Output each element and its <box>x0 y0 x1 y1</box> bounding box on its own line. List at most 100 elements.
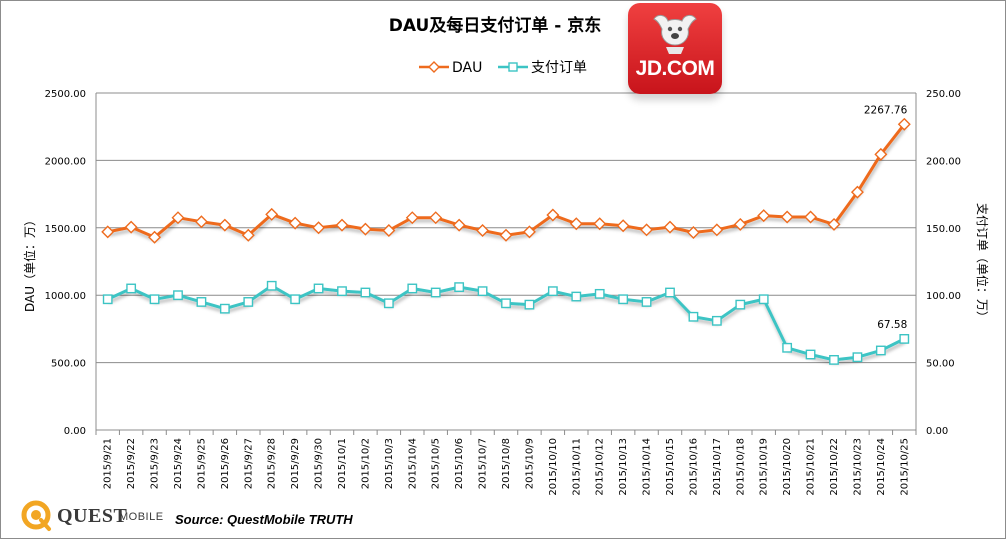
x-tick-label: 2015/10/6 <box>454 438 465 489</box>
x-tick-label: 2015/9/29 <box>290 438 301 489</box>
data-label: 2267.76 <box>864 104 908 116</box>
x-tick-label: 2015/10/12 <box>595 438 606 496</box>
series-1-point <box>477 286 488 297</box>
series-1-point <box>711 315 722 326</box>
x-tick-label: 2015/10/8 <box>501 438 512 489</box>
series-0-point <box>874 147 888 161</box>
jd-logo: JD.COM <box>628 3 722 94</box>
x-tick-label: 2015/9/22 <box>126 438 137 489</box>
y-tick-label: 2000.00 <box>45 156 86 167</box>
x-tick-label: 2015/10/5 <box>431 438 442 489</box>
series-1-point <box>126 283 137 294</box>
series-1-point <box>196 297 207 307</box>
series-1-point <box>219 303 230 314</box>
series-1-point <box>875 345 886 356</box>
series-0-point <box>171 211 185 225</box>
series-0-point <box>218 218 232 232</box>
series-0-point <box>476 224 490 237</box>
data-label: 67.58 <box>877 319 907 331</box>
series-1-point <box>665 287 675 298</box>
series-1-point <box>547 286 558 297</box>
x-tick-label: 2015/9/27 <box>243 438 254 489</box>
series-1-point <box>243 297 254 307</box>
x-tick-label: 2015/9/21 <box>103 438 114 489</box>
x-tick-label: 2015/9/23 <box>150 438 161 489</box>
x-tick-label: 2015/10/15 <box>665 438 676 496</box>
series-0-point <box>194 215 208 229</box>
y-axis-label: DAU（单位：万） <box>22 214 37 312</box>
x-tick-label: 2015/9/26 <box>220 438 231 489</box>
series-0-point <box>733 217 747 231</box>
series-1-point <box>618 294 629 305</box>
series-0-point <box>124 220 138 234</box>
series-0-point <box>640 223 654 237</box>
legend-label-0: DAU <box>452 60 482 76</box>
series-0-point <box>522 225 536 239</box>
x-tick-label: 2015/10/4 <box>407 438 418 489</box>
x-tick-label: 2015/10/10 <box>548 438 559 496</box>
questmobile-q-icon <box>21 500 51 531</box>
series-0-point <box>663 220 677 234</box>
x-tick-label: 2015/10/7 <box>478 438 489 489</box>
series-1-point <box>805 349 816 360</box>
series-1-point <box>501 298 511 309</box>
series-1-point <box>758 294 769 305</box>
series-1-point <box>383 298 394 309</box>
series-1-point <box>594 288 605 299</box>
y-tick-label: 0.00 <box>64 426 86 437</box>
series-0-point <box>499 228 513 242</box>
series-0-point <box>429 211 443 225</box>
x-tick-label: 2015/9/25 <box>196 438 207 489</box>
x-tick-label: 2015/10/3 <box>384 438 395 489</box>
series-0-point <box>101 225 115 239</box>
x-tick-label: 2015/10/14 <box>642 438 653 496</box>
series-0-point <box>827 217 841 231</box>
questmobile-watermark: QUEST MOBILE <box>19 498 169 532</box>
y-tick-label: 500.00 <box>51 359 86 370</box>
series-1-point <box>524 299 535 310</box>
series-1-point <box>735 299 746 310</box>
series-1-point <box>102 294 113 305</box>
x-tick-label: 2015/10/2 <box>360 438 371 489</box>
series-1-point <box>360 287 371 298</box>
x-tick-label: 2015/9/28 <box>267 438 278 489</box>
y-tick-label: 1500.00 <box>45 224 86 235</box>
x-tick-label: 2015/10/25 <box>899 438 910 496</box>
series-0-point <box>241 228 255 242</box>
series-0-point <box>148 230 162 244</box>
x-tick-label: 2015/10/22 <box>829 438 840 496</box>
series-1-point <box>641 297 652 307</box>
x-tick-label: 2015/10/18 <box>735 438 746 496</box>
series-0-point <box>710 223 724 237</box>
series-1-point <box>313 283 324 294</box>
series-0-point <box>757 209 771 223</box>
series-0-point <box>452 218 466 232</box>
series-0-point <box>405 211 419 225</box>
y2-tick-label: 250.00 <box>926 89 961 100</box>
x-tick-label: 2015/10/16 <box>688 438 699 496</box>
series-0-point <box>850 185 864 199</box>
series-0-point <box>265 207 279 221</box>
x-tick-label: 2015/10/9 <box>524 438 535 489</box>
axes: 0.00 500.00 1000.00 1500.00 2000.00 2500.00 0.… <box>45 89 961 496</box>
series-0-point <box>593 217 607 231</box>
watermark-quest: QUEST <box>57 505 128 527</box>
y2-tick-label: 0.00 <box>926 426 948 437</box>
y2-tick-label: 100.00 <box>926 291 961 302</box>
legend: DAU 支付订单 <box>419 60 587 76</box>
series-1-point <box>173 290 183 301</box>
series-1-point <box>407 283 418 294</box>
series-1-point <box>337 286 347 297</box>
series-0-point <box>312 221 326 235</box>
x-tick-label: 2015/10/17 <box>712 438 723 496</box>
series-0-point <box>335 218 349 232</box>
source-note: Source: QuestMobile TRUTH <box>175 512 353 527</box>
series-1-point <box>430 287 441 298</box>
series-0-point <box>804 210 818 224</box>
legend-marker-0 <box>428 61 440 73</box>
chart-title: DAU及每日支付订单 - 京东 <box>389 15 601 36</box>
series-1-point <box>899 334 910 344</box>
x-tick-label: 2015/10/19 <box>759 438 770 496</box>
